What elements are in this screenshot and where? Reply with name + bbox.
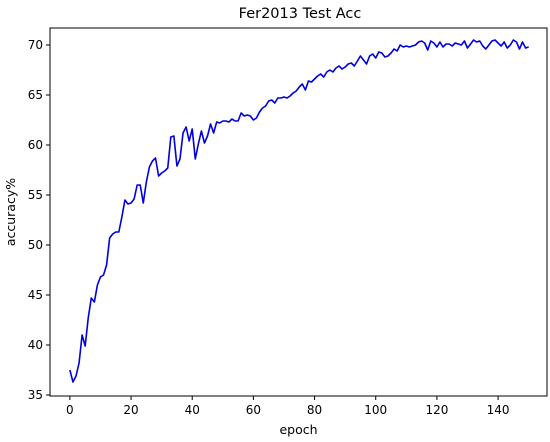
y-tick-label: 60 [28, 138, 43, 152]
y-tick-label: 45 [28, 288, 43, 302]
x-tick-label: 140 [487, 403, 510, 417]
y-axis-label: accuracy% [3, 178, 18, 246]
y-tick-label: 55 [28, 188, 43, 202]
y-tick-label: 70 [28, 38, 43, 52]
x-tick-label: 20 [123, 403, 138, 417]
x-tick-label: 0 [66, 403, 74, 417]
y-axis: 35 40 45 50 55 60 65 70 [28, 38, 50, 402]
y-tick-label: 50 [28, 238, 43, 252]
y-tick-label: 35 [28, 388, 43, 402]
x-axis-label: epoch [279, 422, 317, 437]
x-axis: 0 20 40 60 80 100 120 140 [66, 396, 510, 417]
x-tick-label: 120 [425, 403, 448, 417]
x-tick-label: 40 [185, 403, 200, 417]
series-line-0 [69, 39, 529, 383]
x-tick-label: 100 [364, 403, 387, 417]
chart-title: Fer2013 Test Acc [239, 6, 362, 22]
x-tick-label: 60 [246, 403, 261, 417]
plot-frame [49, 27, 548, 397]
x-tick-label: 80 [307, 403, 322, 417]
y-tick-label: 40 [28, 338, 43, 352]
y-tick-label: 65 [28, 88, 43, 102]
